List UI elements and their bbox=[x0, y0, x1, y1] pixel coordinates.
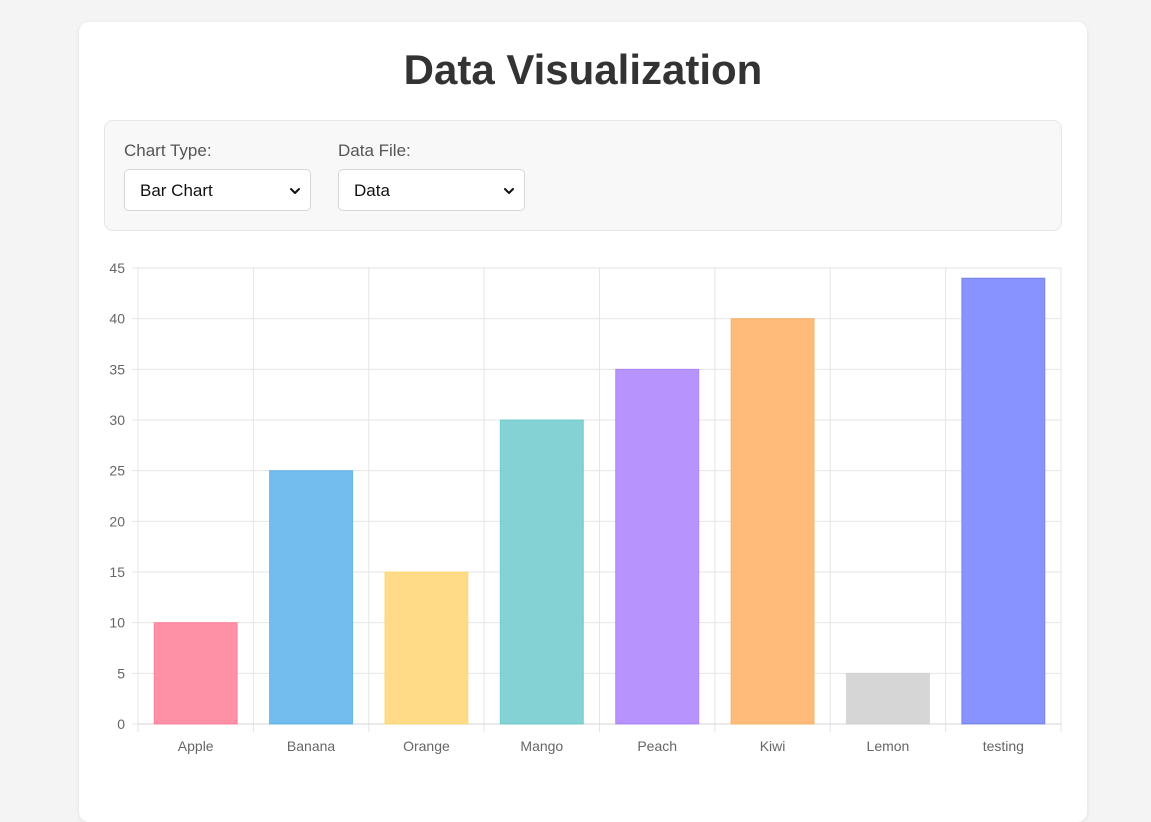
y-tick-label: 45 bbox=[109, 260, 125, 276]
x-tick-label: Lemon bbox=[867, 738, 910, 754]
x-tick-label: testing bbox=[983, 738, 1024, 754]
y-tick-labels: 0 5 10 15 20 25 30 35 40 45 bbox=[109, 260, 125, 732]
bar-orange[interactable] bbox=[384, 571, 469, 725]
bar-mango[interactable] bbox=[499, 419, 584, 725]
controls-panel: Chart Type: Bar Chart Data File: Data bbox=[104, 120, 1062, 231]
data-file-label: Data File: bbox=[338, 141, 411, 160]
chevron-down-icon bbox=[290, 188, 300, 194]
bar-apple[interactable] bbox=[153, 622, 238, 725]
y-tick-label: 25 bbox=[109, 463, 125, 479]
bar-kiwi[interactable] bbox=[730, 318, 815, 725]
chart-type-group: Chart Type: Bar Chart bbox=[124, 141, 311, 211]
x-tick-label: Apple bbox=[178, 738, 214, 754]
y-tick-label: 20 bbox=[109, 513, 125, 529]
x-tick-label: Mango bbox=[520, 738, 563, 754]
page-title: Data Visualization bbox=[403, 46, 763, 93]
data-file-group: Data File: Data bbox=[338, 141, 525, 211]
y-tick-label: 0 bbox=[117, 716, 125, 732]
chart-type-selected-value: Bar Chart bbox=[140, 181, 213, 200]
x-tick-label: Orange bbox=[403, 738, 450, 754]
bar-chart: 0 5 10 15 20 25 30 35 40 45 Apple Banana Orange Mang… bbox=[109, 260, 1062, 754]
y-tick-label: 40 bbox=[109, 311, 125, 327]
y-tick-label: 30 bbox=[109, 412, 125, 428]
data-file-selected-value: Data bbox=[354, 181, 390, 200]
x-tick-labels: Apple Banana Orange Mango Peach Kiwi Lemon test… bbox=[178, 738, 1024, 754]
bar-peach[interactable] bbox=[615, 368, 700, 725]
bar-lemon[interactable] bbox=[845, 672, 930, 725]
y-tick-label: 10 bbox=[109, 615, 125, 631]
chevron-down-icon bbox=[504, 188, 514, 194]
y-tick-label: 15 bbox=[109, 564, 125, 580]
bar-testing[interactable] bbox=[961, 277, 1046, 725]
y-tick-label: 5 bbox=[117, 665, 125, 681]
x-tick-label: Kiwi bbox=[760, 738, 786, 754]
chart-type-label: Chart Type: bbox=[124, 141, 212, 160]
bar-layer bbox=[153, 277, 1046, 725]
y-tick-label: 35 bbox=[109, 361, 125, 377]
x-tick-label: Banana bbox=[287, 738, 335, 754]
bar-banana[interactable] bbox=[269, 470, 354, 725]
chart-type-select[interactable]: Bar Chart bbox=[124, 169, 311, 211]
data-file-select[interactable]: Data bbox=[338, 169, 525, 211]
x-tick-label: Peach bbox=[637, 738, 677, 754]
